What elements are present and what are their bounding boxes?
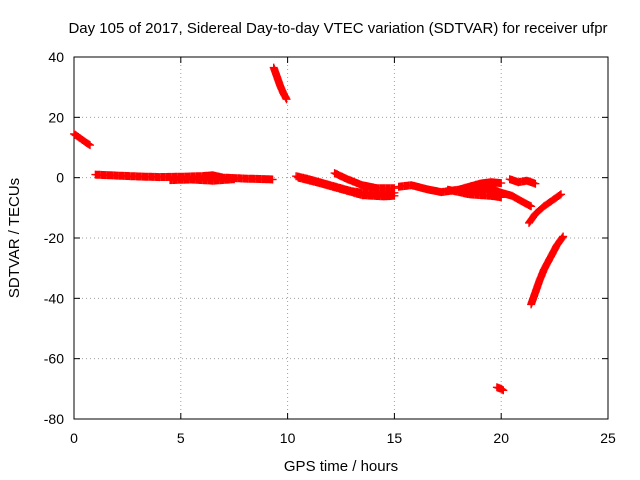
data-segment — [443, 185, 506, 202]
data-point-markers — [527, 232, 568, 309]
x-tick-label: 0 — [70, 430, 78, 446]
x-tick-label: 25 — [600, 430, 616, 446]
data-segment — [269, 63, 291, 104]
y-axis-label: SDTVAR / TECUs — [6, 178, 23, 298]
y-tick-label: -40 — [44, 290, 64, 306]
y-tick-label: -60 — [44, 351, 64, 367]
chart-title: Day 105 of 2017, Sidereal Day-to-day VTE… — [68, 20, 607, 37]
x-axis-label: GPS time / hours — [284, 458, 398, 475]
data-point-markers — [70, 129, 94, 150]
x-tick-label: 5 — [177, 430, 185, 446]
data-segment — [166, 175, 239, 185]
y-tick-label: 20 — [48, 109, 64, 125]
x-tick-label: 20 — [493, 430, 509, 446]
data-point-markers — [443, 185, 506, 202]
axis-ticks: 0 5 10 15 20 25 -80 -60 -40 -20 0 20 40 — [44, 49, 616, 446]
data-segment — [527, 232, 568, 309]
data-point-markers — [166, 175, 239, 185]
y-tick-label: 40 — [48, 49, 64, 65]
data-point-markers — [269, 63, 291, 104]
data-segment — [330, 169, 399, 193]
data-points — [70, 63, 568, 395]
data-point-markers — [505, 175, 540, 188]
data-point-markers — [330, 169, 399, 193]
data-segment — [505, 175, 540, 188]
y-tick-label: 0 — [56, 170, 64, 186]
data-segment — [525, 190, 565, 227]
x-tick-label: 15 — [387, 430, 403, 446]
data-segment — [492, 383, 508, 395]
y-tick-label: -80 — [44, 411, 64, 427]
data-segment — [70, 129, 94, 150]
grid-lines — [74, 57, 608, 419]
x-tick-label: 10 — [280, 430, 296, 446]
data-point-markers — [294, 173, 399, 201]
y-tick-label: -20 — [44, 230, 64, 246]
data-segment — [294, 173, 399, 201]
data-point-markers — [525, 190, 565, 227]
data-point-markers — [492, 383, 508, 395]
